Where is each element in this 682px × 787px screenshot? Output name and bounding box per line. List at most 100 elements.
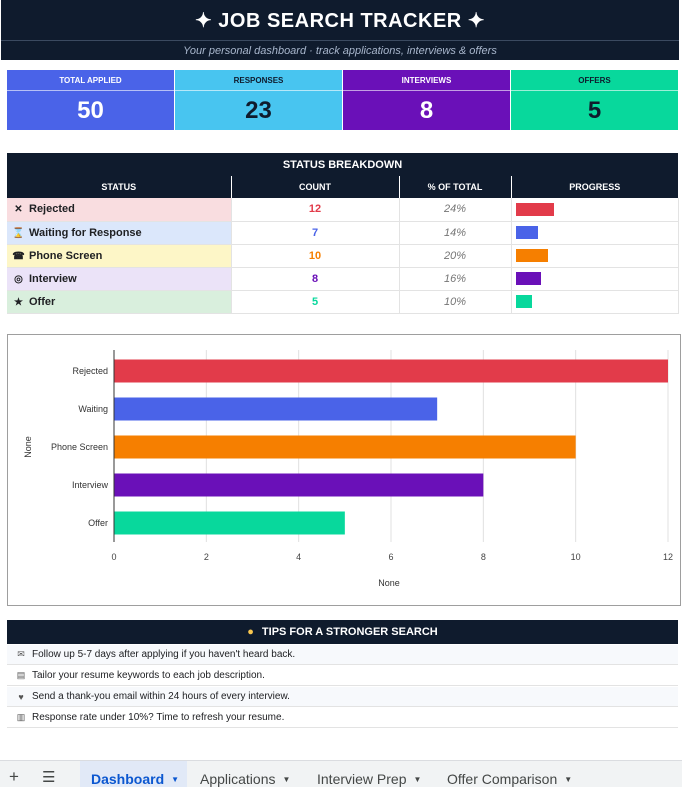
kpi-value: 8	[419, 96, 434, 124]
kpi-interviews: INTERVIEWS 8	[343, 70, 511, 130]
lightbulb-icon: ●	[247, 626, 254, 638]
tips-title: ● TIPS FOR A STRONGER SEARCH	[7, 620, 678, 644]
y-category-label: Interview	[72, 480, 109, 490]
table-row: ◎ Interview 8 16%	[7, 267, 679, 291]
chevron-down-icon[interactable]: ▼	[564, 775, 573, 784]
status-label: Interview	[29, 272, 77, 285]
status-label: Rejected	[29, 203, 75, 216]
table-row: ⌛ Waiting for Response 7 14%	[7, 221, 679, 245]
percent-cell[interactable]: 20%	[399, 244, 512, 268]
tip-item: ▥ Response rate under 10%? Time to refres…	[7, 708, 678, 728]
status-label: Phone Screen	[29, 249, 103, 262]
count-cell[interactable]: 7	[231, 221, 400, 245]
count-cell[interactable]: 12	[231, 198, 400, 222]
tab-interview-prep[interactable]: Interview Prep ▼	[317, 761, 421, 787]
x-tick-label: 8	[481, 552, 486, 562]
status-cell[interactable]: ⌛ Waiting for Response	[7, 221, 232, 245]
kpi-total-applied: TOTAL APPLIED 50	[7, 70, 175, 130]
percent-cell[interactable]: 16%	[399, 267, 512, 291]
percent-cell[interactable]: 10%	[399, 290, 512, 314]
kpi-label: RESPONSES	[175, 70, 342, 91]
kpi-row: TOTAL APPLIED 50 RESPONSES 23 INTERVIEWS…	[7, 70, 678, 130]
sheet-tab-bar: + ☰ Dashboard ▼ Applications ▼ Interview P…	[0, 760, 682, 787]
tips-title-text: TIPS FOR A STRONGER SEARCH	[261, 626, 438, 638]
status-label: Waiting for Response	[29, 226, 142, 239]
hamburger-menu-icon[interactable]: ☰	[42, 769, 56, 786]
chart-bar	[114, 473, 484, 497]
chevron-down-icon[interactable]: ▼	[171, 775, 180, 784]
percent-cell[interactable]: 24%	[399, 198, 512, 222]
status-cell[interactable]: ✕ Rejected	[7, 198, 232, 222]
kpi-offers: OFFERS 5	[511, 70, 678, 130]
progress-cell[interactable]	[511, 244, 679, 268]
kpi-value: 50	[77, 96, 104, 124]
tab-dashboard[interactable]: Dashboard ▼	[80, 761, 188, 787]
tab-label: Dashboard	[91, 771, 165, 787]
progress-cell[interactable]	[511, 290, 679, 314]
page-title: ✦ JOB SEARCH TRACKER ✦	[1, 0, 679, 40]
chevron-down-icon[interactable]: ▼	[413, 775, 422, 784]
column-header-status[interactable]: STATUS	[7, 176, 232, 198]
chart-bar	[114, 359, 668, 383]
target-icon: ◎	[14, 273, 23, 285]
column-header-pct[interactable]: % OF TOTAL	[399, 176, 512, 198]
kpi-responses: RESPONSES 23	[175, 70, 343, 130]
plus-icon[interactable]: +	[9, 767, 19, 786]
tip-text: Response rate under 10%? Time to refresh…	[32, 712, 285, 723]
status-cell[interactable]: ★ Offer	[7, 290, 232, 314]
page-subtitle: Your personal dashboard · track applicat…	[1, 40, 679, 60]
progress-cell[interactable]	[511, 221, 679, 245]
x-tick-label: 6	[388, 552, 393, 562]
chevron-down-icon[interactable]: ▼	[282, 775, 291, 784]
tip-text: Tailor your resume keywords to each job …	[32, 670, 265, 681]
tip-text: Follow up 5-7 days after applying if you…	[32, 649, 296, 660]
percent-cell[interactable]: 14%	[399, 221, 512, 245]
progress-bar	[515, 202, 554, 216]
x-tick-label: 4	[296, 552, 301, 562]
status-cell[interactable]: ◎ Interview	[7, 267, 232, 291]
column-header-progress[interactable]: PROGRESS	[511, 176, 678, 198]
phone-icon: ☎	[12, 250, 25, 262]
handshake-icon: ♥	[18, 691, 24, 702]
document-icon: ▤	[16, 670, 26, 680]
table-row: ☎ Phone Screen 10 20%	[7, 244, 679, 268]
progress-bar	[515, 249, 548, 262]
table-row: ★ Offer 5 10%	[7, 290, 679, 314]
kpi-label: TOTAL APPLIED	[7, 70, 174, 91]
x-tick-label: 12	[663, 552, 673, 562]
column-header-count[interactable]: COUNT	[231, 176, 400, 198]
x-tick-label: 2	[204, 552, 209, 562]
status-cell[interactable]: ☎ Phone Screen	[7, 244, 232, 268]
kpi-label: OFFERS	[511, 70, 678, 91]
trophy-icon: ★	[14, 296, 23, 308]
tip-item: ♥ Send a thank-you email within 24 hours …	[7, 687, 678, 707]
tab-label: Offer Comparison	[447, 771, 558, 787]
status-label: Offer	[29, 295, 56, 308]
kpi-label: INTERVIEWS	[343, 70, 510, 91]
status-breakdown-title: STATUS BREAKDOWN	[7, 153, 678, 176]
tab-offer-comparison[interactable]: Offer Comparison ▼	[447, 761, 572, 787]
kpi-value: 5	[587, 96, 602, 124]
count-cell[interactable]: 8	[231, 267, 400, 291]
progress-bar	[515, 295, 532, 308]
count-cell[interactable]: 5	[231, 290, 400, 314]
progress-cell[interactable]	[511, 267, 679, 291]
x-axis-title: None	[378, 578, 400, 588]
kpi-value: 23	[245, 96, 272, 124]
progress-bar	[515, 226, 538, 239]
tip-text: Send a thank-you email within 24 hours o…	[32, 691, 290, 702]
chart-bar	[114, 397, 438, 421]
y-category-label: Rejected	[72, 366, 108, 376]
tab-label: Applications	[200, 771, 276, 787]
y-category-label: Waiting	[78, 404, 108, 414]
tab-applications[interactable]: Applications ▼	[200, 761, 290, 787]
envelope-icon: ✉	[17, 649, 25, 659]
count-cell[interactable]: 10	[231, 244, 400, 268]
chart-bar	[114, 511, 345, 535]
progress-cell[interactable]	[511, 198, 679, 222]
table-row: ✕ Rejected 12 24%	[7, 198, 679, 222]
tip-item: ▤ Tailor your resume keywords to each job…	[7, 666, 678, 686]
tab-label: Interview Prep	[317, 771, 407, 787]
progress-bar	[515, 272, 542, 285]
x-tick-label: 10	[571, 552, 581, 562]
